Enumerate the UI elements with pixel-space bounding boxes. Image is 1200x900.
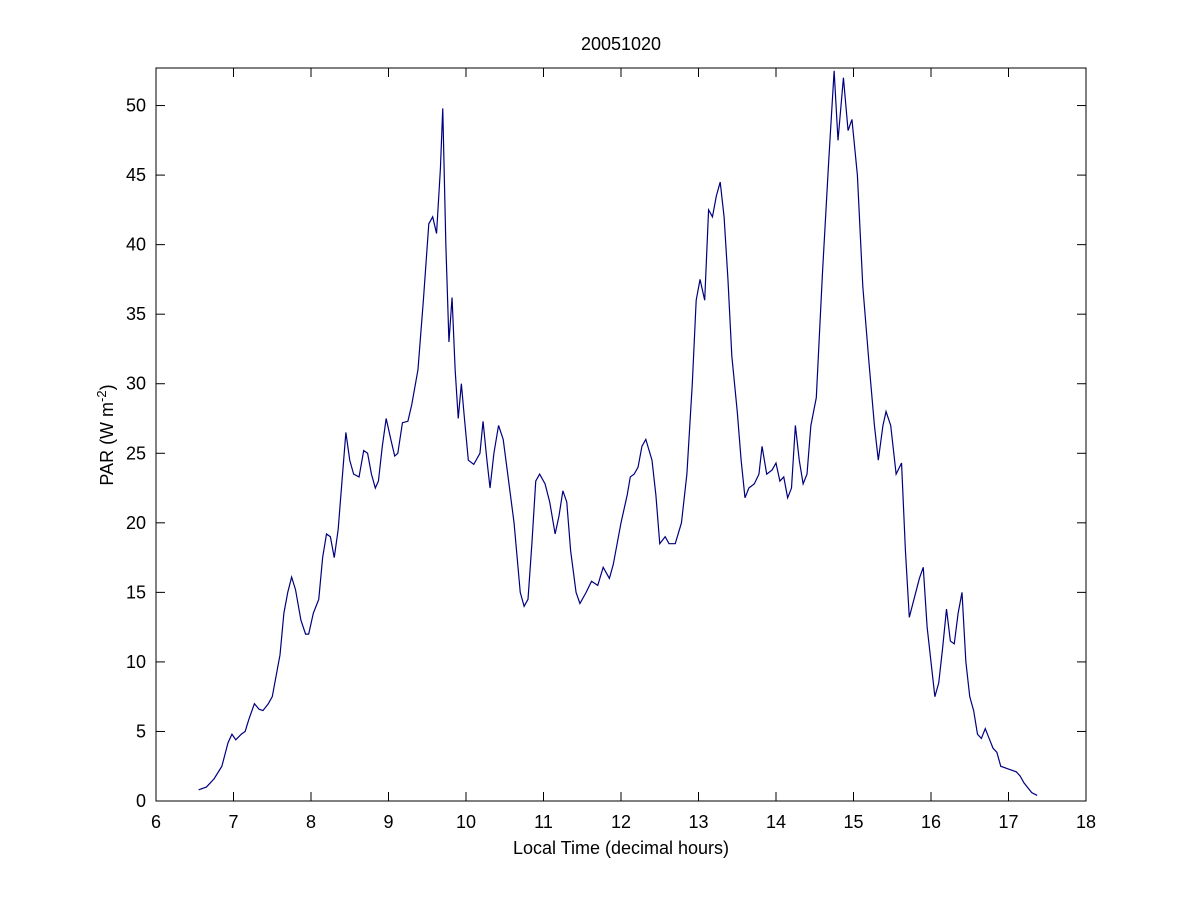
x-tick-label: 13	[688, 812, 708, 832]
y-tick-label: 50	[126, 96, 146, 116]
x-tick-label: 6	[151, 812, 161, 832]
y-axis-label: PAR (W m-2)	[94, 384, 117, 485]
chart-title: 20051020	[581, 34, 661, 54]
x-tick-label: 11	[534, 812, 553, 832]
x-tick-label: 10	[456, 812, 476, 832]
y-tick-label: 45	[126, 165, 146, 185]
y-tick-label: 0	[136, 791, 146, 811]
y-tick-label: 5	[136, 721, 146, 741]
y-tick-label: 15	[126, 582, 146, 602]
y-label-superscript: -2	[94, 390, 109, 402]
y-tick-label: 25	[126, 443, 146, 463]
data-line	[198, 70, 1038, 796]
y-tick-label: 20	[126, 513, 146, 533]
x-tick-label: 7	[228, 812, 238, 832]
y-tick-label: 10	[126, 652, 146, 672]
x-tick-label: 8	[306, 812, 316, 832]
x-tick-label: 17	[998, 812, 1018, 832]
x-tick-label: 12	[611, 812, 631, 832]
x-tick-label: 15	[843, 812, 863, 832]
x-tick-label: 16	[921, 812, 941, 832]
y-tick-label: 35	[126, 304, 146, 324]
plot-area	[155, 67, 1087, 802]
y-tick-label: 30	[126, 374, 146, 394]
y-tick-label: 40	[126, 235, 146, 255]
x-tick-label: 14	[766, 812, 786, 832]
x-tick-label: 9	[383, 812, 393, 832]
y-label-text: PAR (W m	[97, 402, 117, 486]
x-tick-label: 18	[1076, 812, 1096, 832]
y-label-suffix: )	[97, 384, 117, 390]
x-axis-label: Local Time (decimal hours)	[513, 838, 729, 858]
